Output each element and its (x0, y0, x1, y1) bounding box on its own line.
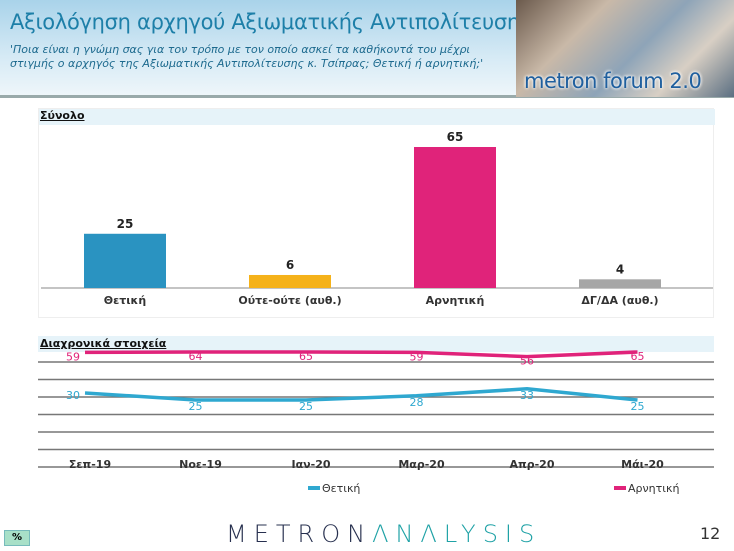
data-label: 30 (66, 389, 80, 402)
data-label: 59 (66, 350, 80, 363)
category-label: Νοε-19 (179, 458, 222, 471)
data-label: 59 (410, 350, 424, 363)
data-label: 25 (631, 400, 645, 413)
data-label: 56 (520, 355, 534, 368)
line-chart: 30 25 25 28 33 25 59 64 65 59 56 65 Σεπ-19 Νοε-19 Ιαν-… (38, 350, 714, 495)
unit-badge: % (4, 530, 30, 546)
data-label: 33 (520, 389, 534, 402)
bar (84, 233, 166, 288)
panel-header (38, 336, 714, 352)
category-label: Ούτε-ούτε (αυθ.) (238, 294, 341, 307)
bar (414, 147, 496, 288)
page-subtitle: 'Ποια είναι η γνώμη σας για τον τρόπο με… (10, 43, 484, 70)
data-label: 65 (299, 350, 313, 363)
data-label: 4 (616, 262, 624, 276)
line-chart-panel: 30 25 25 28 33 25 59 64 65 59 56 65 Σεπ-19 Νοε-19 Ιαν-… (38, 336, 714, 506)
bar-chart-title: Σύνολο (40, 109, 85, 122)
legend-label: Αρνητική (628, 482, 679, 495)
category-label: Θετική (104, 294, 146, 307)
header-image: metron forum 2.0 (516, 0, 734, 97)
series-line (84, 387, 638, 402)
bar-chart-panel: 25 Θετική 6 Ούτε-ούτε (αυθ.) 65 Αρνητική 4 ΔΓ/Δ… (38, 108, 715, 318)
data-label: 25 (117, 217, 134, 231)
data-label: 28 (410, 396, 424, 409)
category-label: Μαρ-20 (398, 458, 445, 471)
series-line (84, 350, 638, 359)
category-label: Απρ-20 (510, 458, 555, 471)
bar (579, 279, 661, 288)
data-label: 64 (189, 350, 203, 363)
data-label: 6 (286, 258, 294, 272)
legend-label: Θετική (322, 482, 360, 495)
logo-left: METRON (226, 520, 373, 548)
metron-analysis-logo: METRONΛNΛLYSIS (226, 520, 541, 548)
header: Αξιολόγηση αρχηγού Αξιωματικής Αντιπολίτ… (0, 0, 734, 98)
category-label: Μάι-20 (621, 458, 664, 471)
category-label: Ιαν-20 (291, 458, 330, 471)
panel-header (39, 109, 715, 125)
data-label: 25 (189, 400, 203, 413)
data-label: 65 (447, 130, 464, 144)
forum-logo: metron forum 2.0 (524, 69, 702, 93)
category-label: Αρνητική (426, 294, 485, 307)
logo-right: ΛNΛLYSIS (372, 520, 542, 548)
page-number: 12 (700, 524, 721, 543)
data-label: 25 (299, 400, 313, 413)
line-chart-title: Διαχρονικά στοιχεία (40, 337, 167, 350)
data-label: 65 (631, 350, 645, 363)
page-title: Αξιολόγηση αρχηγού Αξιωματικής Αντιπολίτ… (10, 10, 532, 34)
category-label: Σεπ-19 (69, 458, 111, 471)
category-label: ΔΓ/ΔΑ (αυθ.) (581, 294, 658, 307)
bar-chart: 25 Θετική 6 Ούτε-ούτε (αυθ.) 65 Αρνητική 4 ΔΓ/Δ… (41, 130, 713, 307)
bar (249, 274, 331, 288)
